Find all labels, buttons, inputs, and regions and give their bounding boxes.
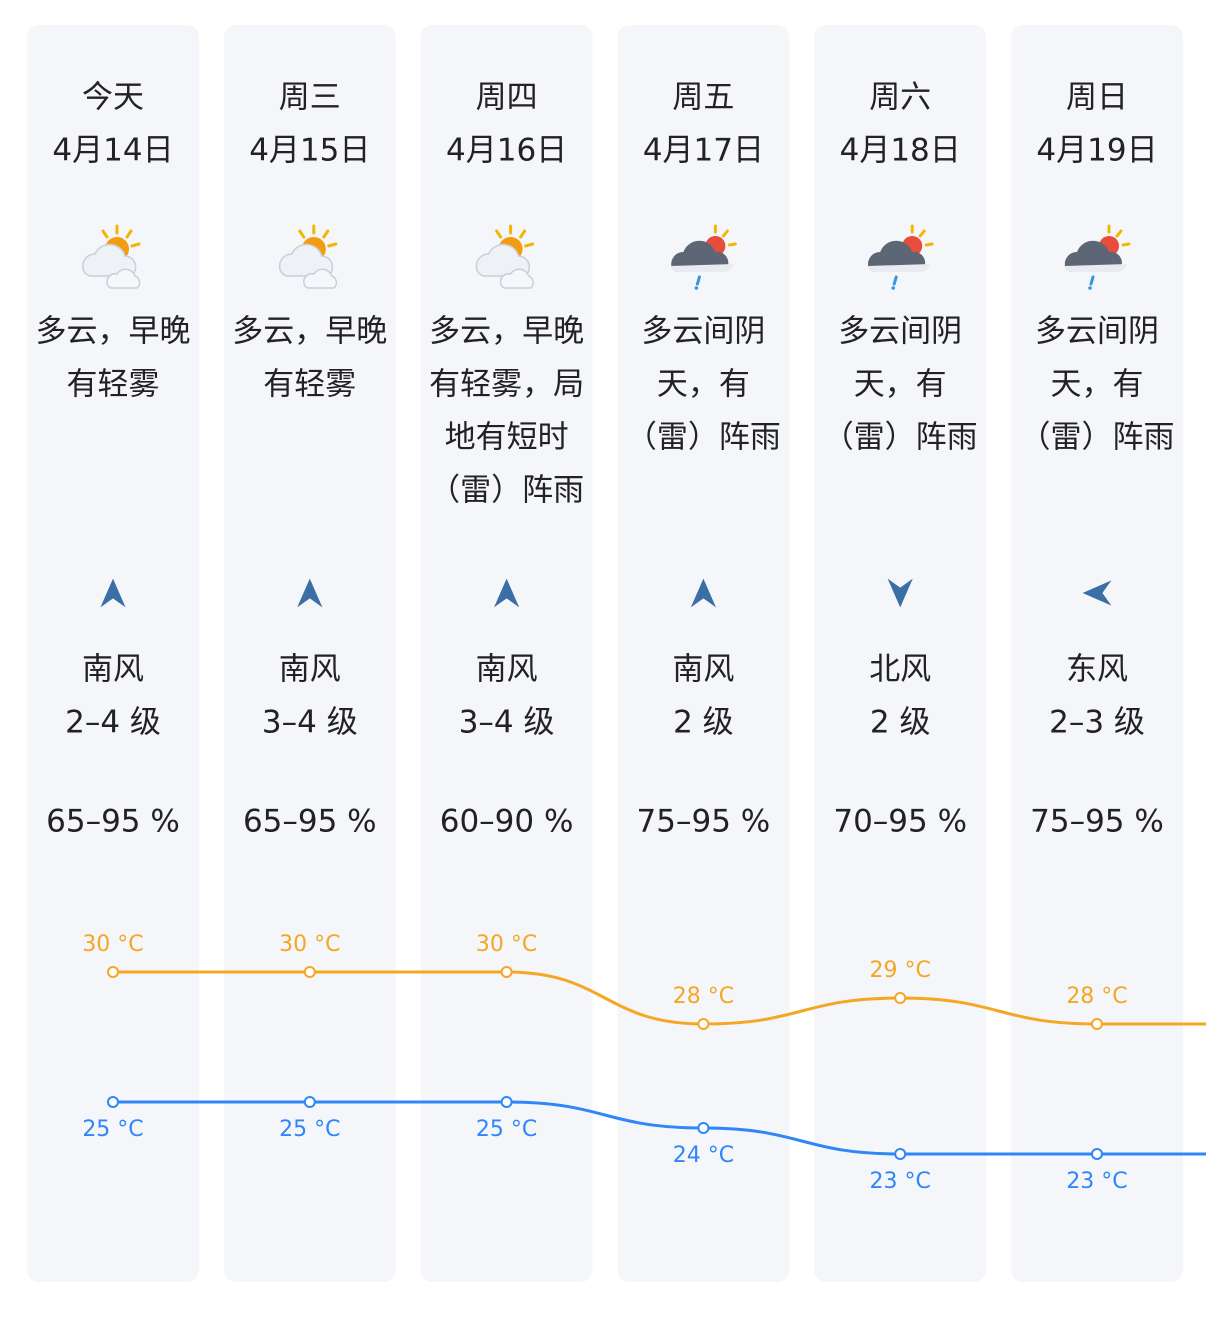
date: 4月15日 xyxy=(249,133,370,169)
humidity: 75–95 % xyxy=(637,804,771,840)
humidity: 65–95 % xyxy=(46,804,180,840)
weather-text: 多云间阴 xyxy=(641,314,765,350)
low-temp-point xyxy=(894,1148,907,1160)
high-temp-point xyxy=(1091,1018,1103,1030)
weather-text: 多云间阴 xyxy=(1035,314,1159,350)
date: 4月14日 xyxy=(52,133,173,169)
day-column xyxy=(420,25,593,1282)
weather-text: （雷）阵雨 xyxy=(1020,420,1175,456)
high-temp-label: 28 °C xyxy=(1066,984,1127,1009)
high-temp-label: 29 °C xyxy=(870,958,931,983)
weather-text: 多云，早晚 xyxy=(429,314,584,350)
weekday: 周三 xyxy=(279,80,341,116)
weather-text: 多云间阴 xyxy=(838,314,962,350)
high-temp-point xyxy=(894,992,907,1004)
wind-level: 3–4 级 xyxy=(459,705,555,741)
wind-level: 2 级 xyxy=(870,705,931,741)
weekday: 周四 xyxy=(476,80,538,116)
humidity: 75–95 % xyxy=(1030,804,1164,840)
low-temp-point xyxy=(303,1096,316,1108)
date: 4月17日 xyxy=(643,133,764,169)
weather-text: 地有短时 xyxy=(445,420,569,456)
humidity: 70–95 % xyxy=(833,804,967,840)
weather-text: 多云，早晚 xyxy=(36,314,191,350)
wind-level: 3–4 级 xyxy=(262,705,358,741)
day-column xyxy=(814,25,987,1282)
high-temp-label: 30 °C xyxy=(279,932,340,957)
day-column xyxy=(1011,25,1183,1282)
wind-level: 2 级 xyxy=(673,705,734,741)
date: 4月19日 xyxy=(1036,133,1157,169)
wind-direction: 北风 xyxy=(869,652,931,688)
low-temp-point xyxy=(1091,1148,1103,1160)
low-temp-point xyxy=(107,1096,119,1108)
high-temp-point xyxy=(107,966,119,978)
weekday: 周日 xyxy=(1066,80,1128,116)
day-column xyxy=(617,25,790,1282)
weather-text: 有轻雾，局 xyxy=(429,367,584,403)
weather-text: （雷）阵雨 xyxy=(429,473,584,509)
weekday: 周五 xyxy=(672,80,734,116)
weather-text: 天，有 xyxy=(1051,367,1144,403)
low-temp-line xyxy=(113,1100,1097,1156)
weather-text: 有轻雾 xyxy=(67,367,160,403)
weekday: 周六 xyxy=(869,80,931,116)
wind-direction: 南风 xyxy=(82,652,144,688)
low-temp-point xyxy=(500,1096,513,1108)
humidity: 65–95 % xyxy=(243,804,377,840)
weather-text: 有轻雾 xyxy=(263,367,356,403)
weather-text: （雷）阵雨 xyxy=(823,420,978,456)
high-temp-line xyxy=(113,970,1098,1026)
high-temp-label: 28 °C xyxy=(673,984,734,1009)
weather-text: 多云，早晚 xyxy=(232,314,387,350)
low-temp-label: 25 °C xyxy=(279,1117,340,1142)
wind-direction: 南风 xyxy=(672,652,734,688)
low-temp-label: 25 °C xyxy=(82,1117,143,1142)
weather-text: （雷）阵雨 xyxy=(626,420,781,456)
low-temp-label: 23 °C xyxy=(870,1169,931,1194)
low-temp-label: 25 °C xyxy=(476,1117,537,1142)
wind-level: 2–3 级 xyxy=(1049,705,1145,741)
weather-text: 天，有 xyxy=(657,367,750,403)
low-temp-point xyxy=(697,1122,710,1134)
high-temp-point xyxy=(697,1018,710,1030)
high-temp-label: 30 °C xyxy=(476,932,537,957)
wind-direction: 东风 xyxy=(1066,652,1128,688)
date: 4月18日 xyxy=(840,133,961,169)
weather-text: 天，有 xyxy=(854,367,947,403)
wind-direction: 南风 xyxy=(279,652,341,688)
low-temp-label: 24 °C xyxy=(673,1143,734,1168)
wind-direction: 南风 xyxy=(476,652,538,688)
day-column xyxy=(27,25,199,1282)
weekday: 今天 xyxy=(82,80,144,116)
high-temp-label: 30 °C xyxy=(82,932,143,957)
wind-level: 2–4 级 xyxy=(65,705,161,741)
humidity: 60–90 % xyxy=(440,804,574,840)
low-temp-label: 23 °C xyxy=(1066,1169,1127,1194)
high-temp-point xyxy=(500,966,513,978)
day-column xyxy=(223,25,396,1282)
date: 4月16日 xyxy=(446,133,567,169)
high-temp-point xyxy=(303,966,316,978)
